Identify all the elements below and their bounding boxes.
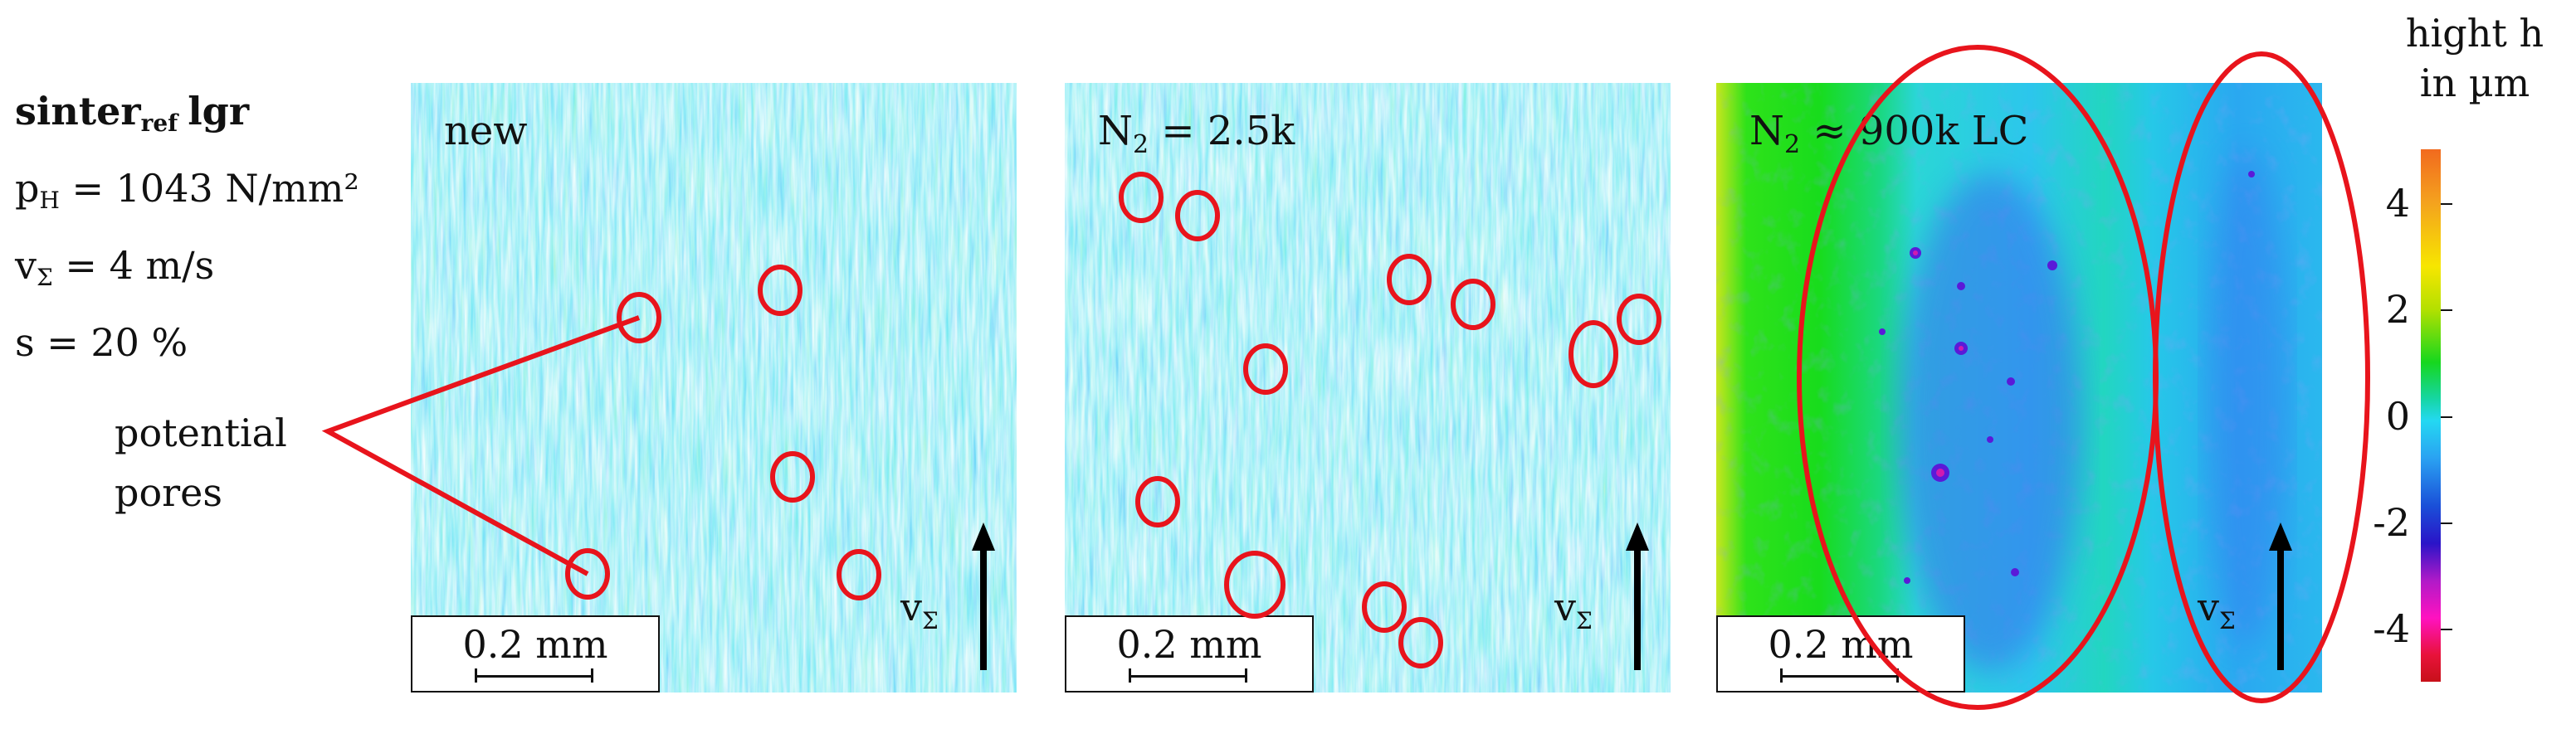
surface-panel-900k: N2 ≈ 900k LC 0.2 mm vΣ <box>1716 83 2322 693</box>
direction-arrow-icon <box>972 522 995 670</box>
scale-bar-line <box>1781 675 1897 678</box>
scale-bar-tick <box>1896 668 1899 683</box>
pressure-symbol: p <box>15 166 40 211</box>
v-symbol: v <box>2198 585 2219 629</box>
pressure-sub: H <box>39 187 60 214</box>
colorbar-tick <box>2441 203 2452 205</box>
panel-label-new: new <box>444 108 527 159</box>
pores-line1: potential <box>115 411 287 455</box>
direction-arrow-icon <box>1626 522 1649 670</box>
surface-panel-2-5k: N2 = 2.5k 0.2 mm vΣ <box>1065 83 1671 693</box>
panel-label-sub: 2 <box>1784 130 1801 159</box>
v-sub: Σ <box>1576 607 1593 634</box>
panel-label-main: N <box>1749 108 1784 154</box>
sliding-velocity-label: vΣ <box>900 585 939 634</box>
scale-bar-tick <box>1780 668 1783 683</box>
scale-bar-tick <box>1245 668 1247 683</box>
panel-label-main: new <box>444 108 528 154</box>
panel-label-tail: = 2.5k <box>1149 108 1295 154</box>
title-main: sinter <box>15 89 141 134</box>
colorbar-tick <box>2441 416 2452 418</box>
panel-label-tail: ≈ 900k LC <box>1800 108 2029 154</box>
scale-bar-line <box>1129 675 1246 678</box>
v-sub: Σ <box>2219 607 2236 634</box>
scale-bar-tick <box>591 668 593 683</box>
slip-line: s = 20 % <box>15 320 188 365</box>
title-tail: lgr <box>188 89 250 134</box>
v-sub: Σ <box>922 607 939 634</box>
scale-bar-line <box>476 675 592 678</box>
sliding-velocity-label: vΣ <box>2198 585 2236 634</box>
v-symbol: v <box>900 585 922 629</box>
scale-bar-tick <box>475 668 477 683</box>
v-symbol: v <box>1554 585 1576 629</box>
scale-bar: 0.2 mm <box>1065 615 1314 693</box>
panel-label-main: N <box>1098 108 1133 154</box>
velocity-value: = 4 m/s <box>65 243 215 288</box>
surface-panel-new: new 0.2 mm vΣ <box>411 83 1017 693</box>
colorbar-tick <box>2441 309 2452 311</box>
scale-bar-text: 0.2 mm <box>1768 622 1914 667</box>
parameter-block: sinterref lgr pH = 1043 N/mm² vΣ = 4 m/s … <box>15 79 359 375</box>
colorbar-title-line2: in µm <box>2419 61 2530 105</box>
scale-bar-text: 0.2 mm <box>462 622 608 667</box>
panel-label-2-5k: N2 = 2.5k <box>1098 108 1295 159</box>
colorbar-label: -4 <box>2373 606 2410 651</box>
scale-bar-text: 0.2 mm <box>1116 622 1262 667</box>
pores-line2: pores <box>115 470 222 515</box>
scale-bar: 0.2 mm <box>411 615 660 693</box>
direction-arrow-icon <box>2269 522 2292 670</box>
colorbar-label: 2 <box>2385 287 2410 332</box>
velocity-symbol: v <box>15 243 37 288</box>
colorbar-gradient <box>2421 149 2441 682</box>
panel-label-900k: N2 ≈ 900k LC <box>1749 108 2028 159</box>
pressure-line: pH = 1043 N/mm² <box>15 156 359 233</box>
colorbar-label: 4 <box>2385 181 2410 226</box>
potential-pores-label: potential pores <box>115 403 287 522</box>
colorbar-tick <box>2441 522 2452 524</box>
scale-bar-tick <box>1129 668 1131 683</box>
velocity-line: vΣ = 4 m/s <box>15 233 359 310</box>
colorbar-label: -2 <box>2373 500 2410 545</box>
colorbar-label: 0 <box>2385 394 2410 439</box>
scale-bar: 0.2 mm <box>1716 615 1965 693</box>
colorbar-tick <box>2441 629 2452 630</box>
title-sub: ref <box>140 109 178 137</box>
sample-title: sinterref lgr <box>15 79 359 156</box>
colorbar-title-line1: hight h <box>2405 11 2544 56</box>
colorbar-title: hight h in µm <box>2375 8 2574 108</box>
panel-label-sub: 2 <box>1133 130 1149 159</box>
pressure-value: = 1043 N/mm² <box>71 166 359 211</box>
sliding-velocity-label: vΣ <box>1554 585 1593 634</box>
velocity-sub: Σ <box>37 264 53 291</box>
